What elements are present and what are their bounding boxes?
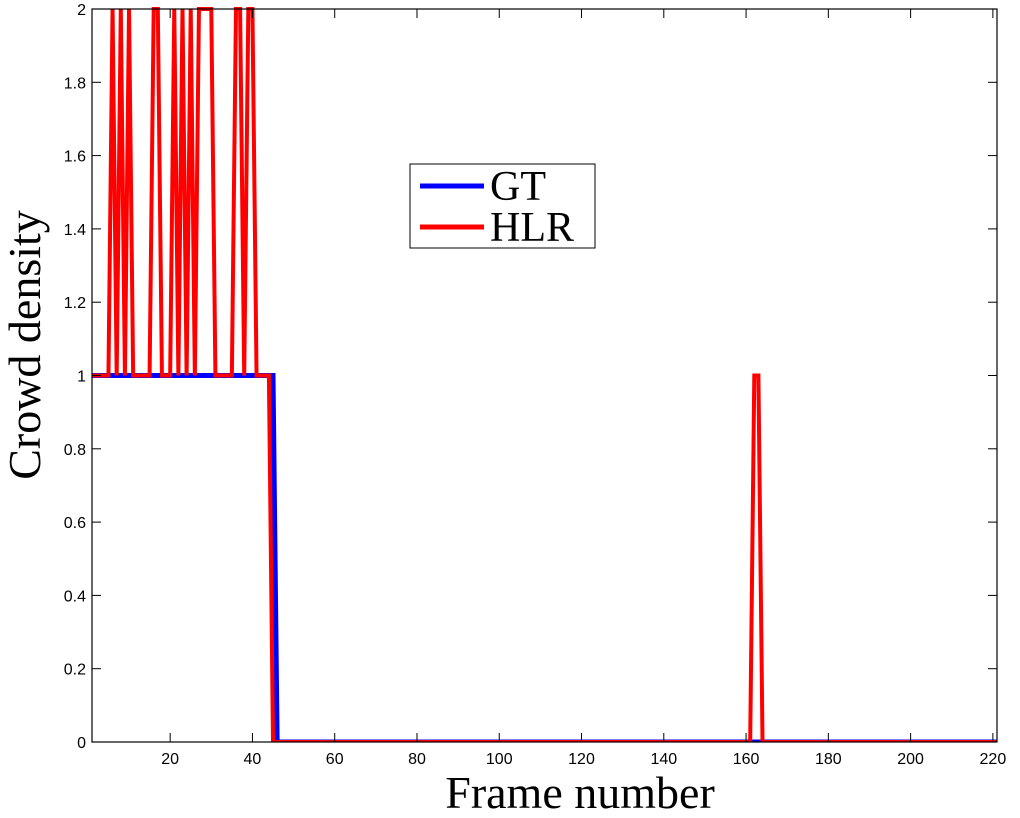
x-tick-label: 200 [897,751,924,768]
y-tick-label: 1.8 [64,75,86,92]
x-tick-label: 100 [486,751,513,768]
x-tick-label: 60 [326,751,344,768]
x-tick-label: 20 [161,751,179,768]
y-tick-label: 0.2 [64,662,86,679]
series-line-hlr [92,7,997,742]
y-tick-label: 1.6 [64,149,86,166]
x-tick-label: 40 [244,751,262,768]
y-tick-label: 0.4 [64,588,86,605]
x-axis-title: Frame number [445,767,715,818]
legend: GT HLR [409,163,596,251]
y-axis-title: Crowd density [0,210,50,480]
y-tick-label: 1 [77,369,86,386]
x-tick-label: 160 [733,751,760,768]
x-tick-label: 140 [650,751,677,768]
x-tick-label: 120 [568,751,595,768]
ticks-layer: 20 40 60 80 100 120 140 160 180 200 220 0 0.2 0.4 0.6 0… [64,2,1007,768]
x-tick-label: 220 [980,751,1007,768]
y-tick-label: 0.8 [64,442,86,459]
series-layer [92,7,997,742]
legend-box [409,163,596,249]
y-tick-label: 1.2 [64,295,86,312]
y-tick-label: 2 [77,2,86,19]
y-tick-label: 0.6 [64,515,86,532]
legend-label-hlr: HLR [490,205,574,251]
x-tick-label: 180 [815,751,842,768]
y-tick-label: 0 [77,735,86,752]
legend-label-gt: GT [490,164,546,210]
y-tick-label: 1.4 [64,222,86,239]
x-tick-label: 80 [408,751,426,768]
series-line-gt [92,373,997,742]
